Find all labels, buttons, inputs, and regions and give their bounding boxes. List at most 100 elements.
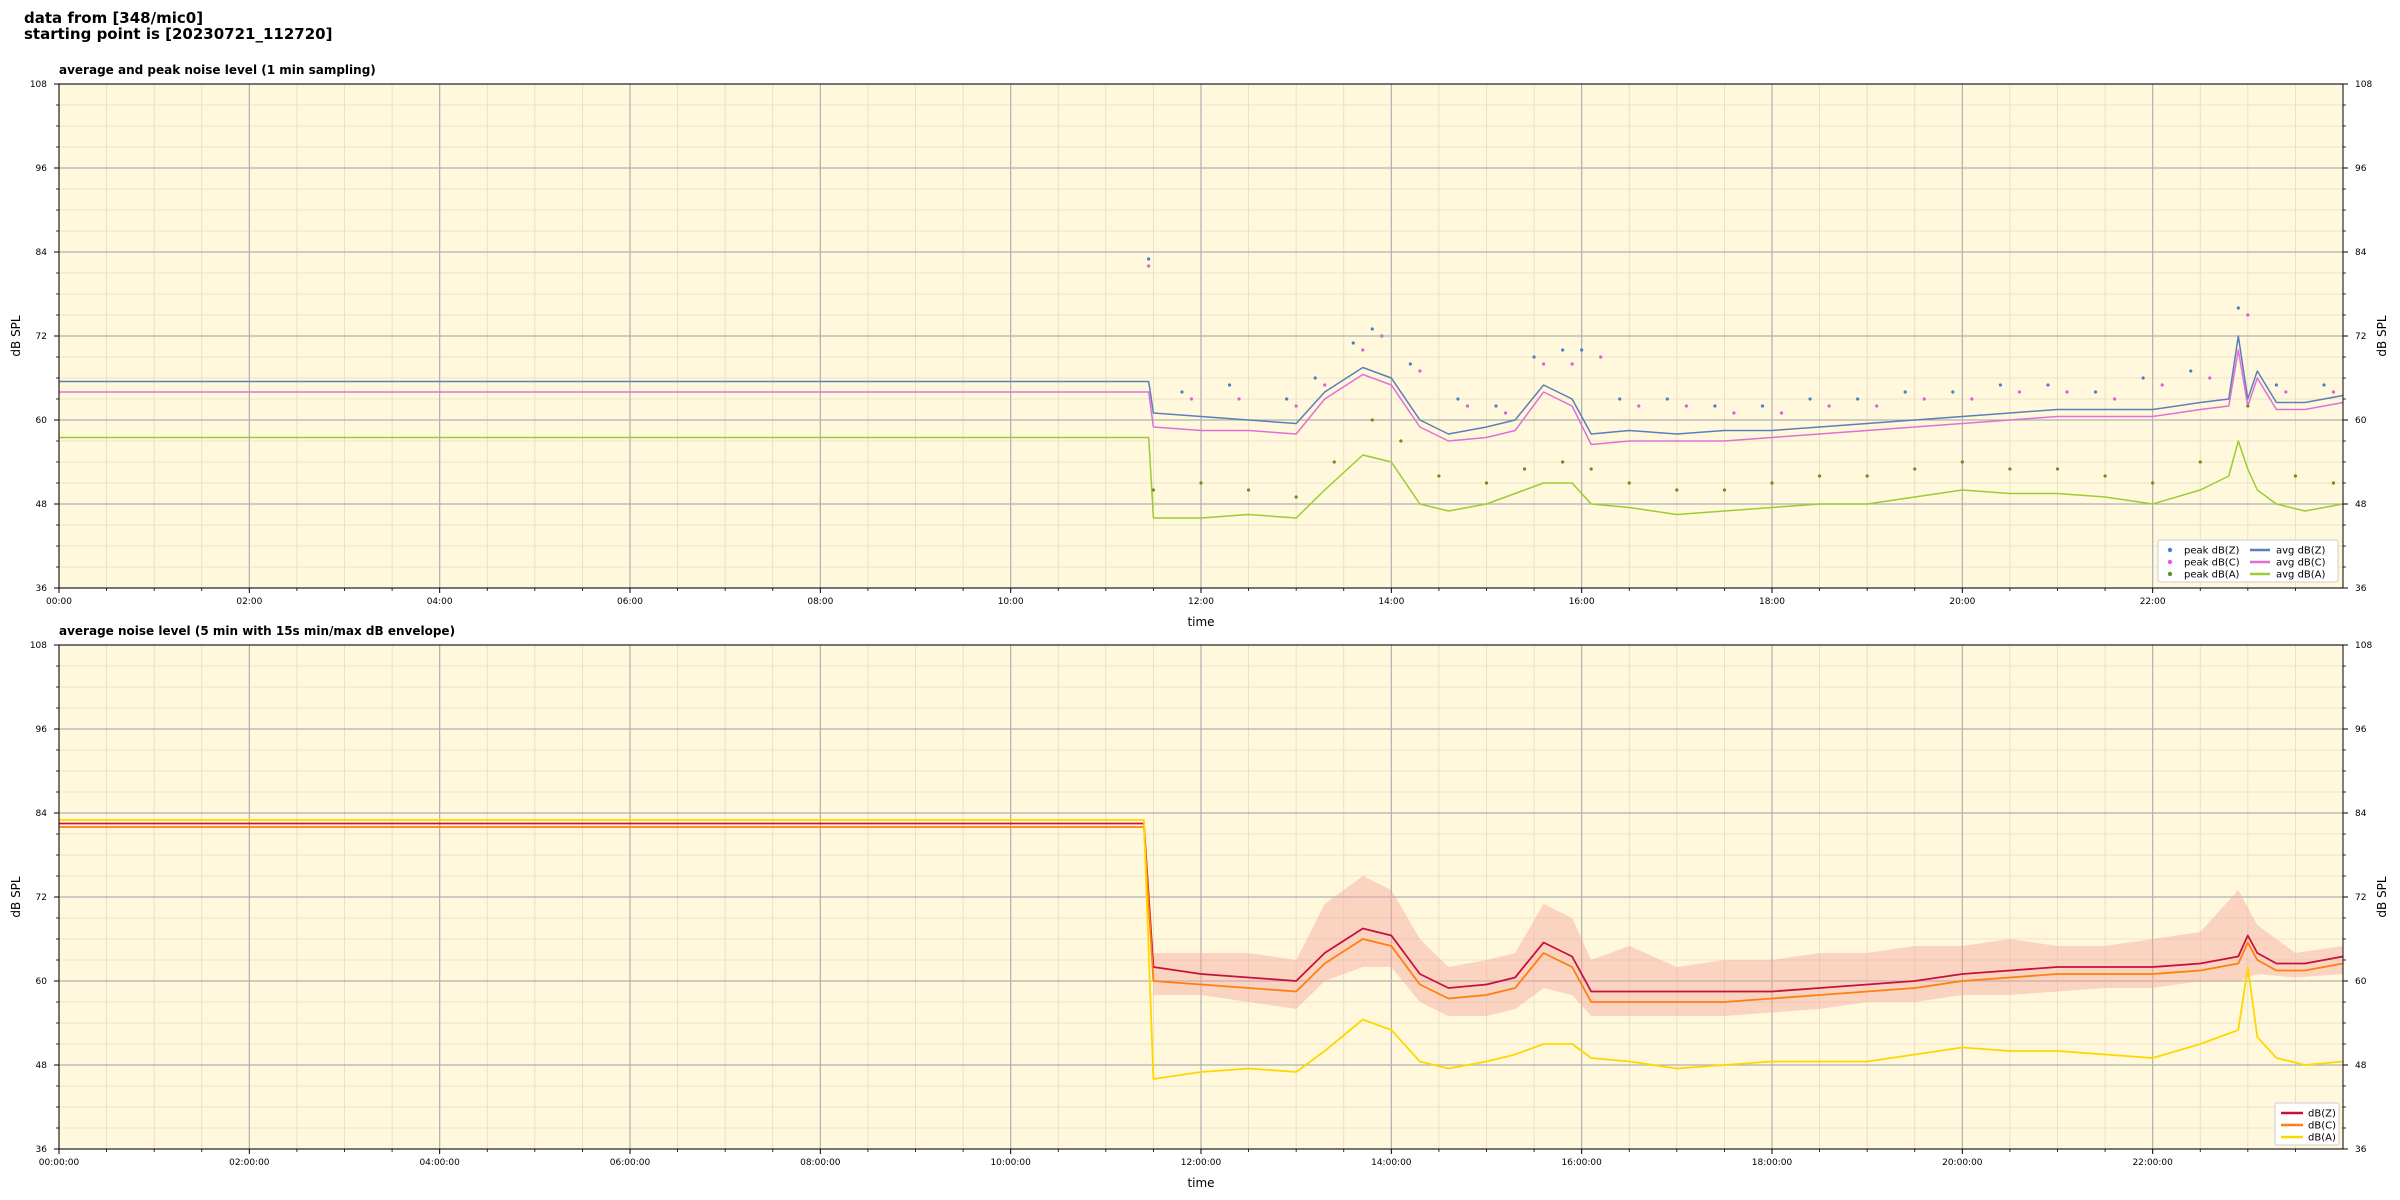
scatter-point (1532, 355, 1536, 359)
scatter-point (1675, 488, 1679, 492)
scatter-point (1960, 460, 1964, 464)
y-tick-label-right: 72 (2355, 893, 2366, 903)
scatter-point (1627, 481, 1631, 485)
y-tick-label-right: 96 (2355, 725, 2367, 735)
scatter-point (2293, 474, 2298, 478)
scatter-point (1637, 404, 1641, 408)
scatter-point (1618, 397, 1622, 401)
scatter-point (1370, 327, 1374, 331)
x-tick-label: 00:00 (46, 597, 72, 607)
scatter-point (1437, 474, 1441, 478)
legend-marker (2167, 559, 2173, 565)
series-peak-db-c (1147, 264, 2336, 415)
y-tick-label-right: 60 (2355, 416, 2367, 426)
scatter-point (1332, 460, 1336, 464)
scatter-point (1147, 264, 1151, 268)
legend: peak dB(Z)peak dB(C)peak dB(A)avg dB(Z)a… (2157, 539, 2339, 583)
y-tick-label-left: 108 (30, 641, 47, 651)
scatter-point (1913, 467, 1917, 471)
x-tick-label: 14:00 (1378, 597, 1404, 607)
scatter-point (1313, 376, 1317, 380)
scatter-point (1542, 362, 1546, 366)
scatter-point (1456, 397, 1460, 401)
legend-entry: dB(C) (2308, 1121, 2336, 1132)
legend-marker (2167, 571, 2173, 577)
scatter-point (1285, 397, 1289, 401)
scatter-point (1808, 397, 1812, 401)
scatter-point (1570, 362, 1574, 366)
scatter-point (1665, 397, 1669, 401)
min-max-envelope (1153, 876, 2343, 1016)
y-tick-label-right: 96 (2355, 164, 2367, 174)
scatter-point (1856, 397, 1860, 401)
y-tick-label-right: 48 (2355, 1061, 2367, 1071)
chart-panel-2: 00:00:00 02:00:00 04:00:00 06:00:00 08:00:00… (9, 624, 2389, 1190)
scatter-point (1922, 397, 1926, 401)
scatter-point (2160, 383, 2164, 387)
y-axis-label-right: dB SPL (2375, 876, 2389, 918)
scatter-point (2246, 404, 2250, 408)
series-db-c (59, 826, 2344, 1003)
scatter-point (2246, 313, 2250, 317)
x-tick-label: 12:00 (1188, 597, 1214, 607)
scatter-point (1503, 411, 1508, 415)
starting-point-label: starting point is [20230721_112720] (24, 25, 333, 43)
scatter-point (1465, 404, 1470, 408)
scatter-point (1561, 348, 1565, 352)
y-axis-label-left: dB SPL (9, 315, 23, 357)
x-tick-label: 20:00:00 (1942, 1158, 1983, 1168)
x-tick-label: 08:00:00 (800, 1158, 841, 1168)
scatter-point (2331, 481, 2336, 485)
legend-entry: dB(A) (2308, 1133, 2336, 1144)
scatter-point (1189, 397, 1194, 401)
scatter-point (1522, 467, 1527, 471)
x-tick-label: 16:00:00 (1561, 1158, 1602, 1168)
y-tick-label-left: 84 (36, 248, 48, 258)
legend-marker (2167, 547, 2173, 553)
chart-title: average and peak noise level (1 min samp… (59, 63, 376, 77)
scatter-point (1294, 495, 1298, 499)
scatter-point (2331, 390, 2336, 394)
series-peak-db-a (1151, 404, 2336, 499)
series-avg-db-a (59, 436, 2344, 519)
figure-header: data from [348/mic0] starting point is [… (24, 10, 332, 42)
scatter-point (1817, 474, 1822, 478)
scatter-point (2189, 369, 2193, 373)
scatter-point (1147, 257, 1151, 261)
scatter-point (1199, 481, 1203, 485)
scatter-point (2093, 390, 2098, 394)
legend: dB(Z)dB(C)dB(A) (2274, 1102, 2340, 1146)
scatter-point (1151, 488, 1156, 492)
x-tick-label: 16:00 (1569, 597, 1595, 607)
y-tick-label-left: 108 (30, 80, 47, 90)
x-tick-label: 10:00:00 (990, 1158, 1031, 1168)
x-axis-label: time (1187, 1176, 1214, 1190)
y-tick-label-left: 36 (36, 1145, 48, 1155)
scatter-point (1494, 404, 1498, 408)
scatter-point (1827, 404, 1831, 408)
y-tick-label-left: 60 (36, 977, 48, 987)
x-tick-label: 14:00:00 (1371, 1158, 1412, 1168)
scatter-point (1732, 411, 1736, 415)
y-tick-label-right: 60 (2355, 977, 2367, 987)
scatter-point (1361, 348, 1365, 352)
y-tick-label-right: 72 (2355, 332, 2366, 342)
scatter-point (1294, 404, 1298, 408)
y-tick-label-left: 36 (36, 584, 48, 594)
scatter-point (2274, 383, 2278, 387)
y-tick-label-left: 60 (36, 416, 48, 426)
scatter-point (1399, 439, 1403, 443)
legend-entry: peak dB(C) (2184, 558, 2240, 569)
scatter-point (2322, 383, 2326, 387)
scatter-point (1380, 334, 1384, 338)
data-source-label: data from [348/mic0] (24, 9, 204, 27)
scatter-point (1589, 467, 1593, 471)
scatter-point (1779, 411, 1784, 415)
scatter-point (1760, 404, 1765, 408)
y-tick-label-right: 36 (2355, 584, 2367, 594)
x-axis-label: time (1187, 615, 1214, 629)
scatter-point (1713, 404, 1717, 408)
x-tick-label: 04:00:00 (419, 1158, 460, 1168)
scatter-point (1599, 355, 1603, 359)
x-tick-label: 04:00 (427, 597, 453, 607)
